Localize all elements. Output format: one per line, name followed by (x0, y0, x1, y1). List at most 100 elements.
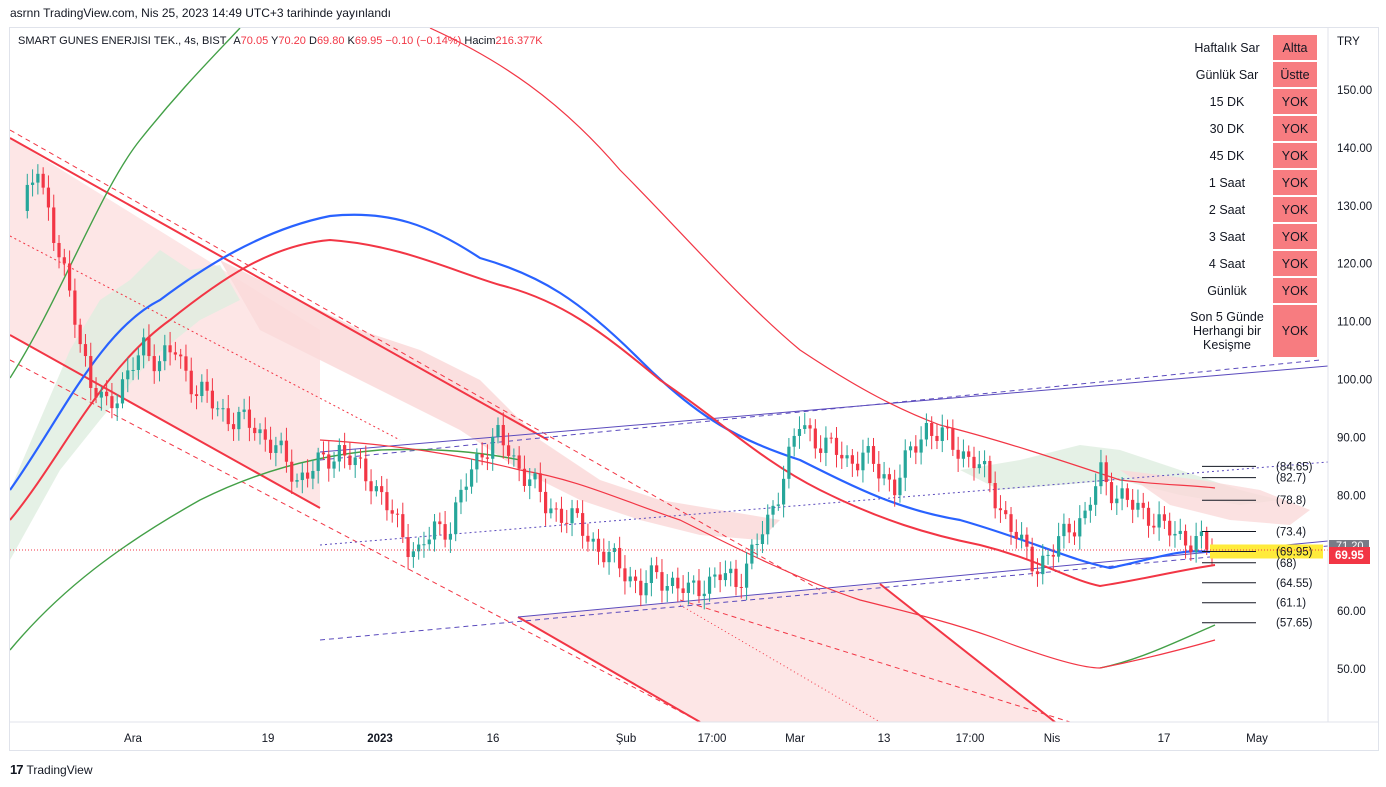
legend-low-label: D (308, 35, 317, 47)
candle-body (469, 469, 474, 487)
y-tick-label: 90.00 (1337, 432, 1366, 444)
level-label: (64.55) (1276, 578, 1313, 590)
signal-status: YOK (1273, 115, 1317, 143)
signal-row: 30 DK YOK (1181, 115, 1317, 143)
candle-body (358, 457, 363, 459)
y-tick-label: 120.00 (1337, 259, 1372, 271)
candle-body (1136, 502, 1140, 510)
candle-body (1157, 514, 1161, 528)
candle-body (787, 446, 791, 479)
tradingview-logo[interactable]: 17 TradingView (10, 762, 93, 777)
candle-body (157, 361, 162, 372)
candle-body (237, 411, 241, 430)
candle-body (1067, 523, 1071, 533)
signal-status: YOK (1273, 196, 1317, 224)
candle-body (30, 182, 35, 185)
projection-red-1 (517, 616, 701, 722)
candle-body (1004, 510, 1008, 515)
candle-body (1189, 545, 1193, 553)
candle-body (506, 445, 511, 456)
candle-body (882, 474, 886, 479)
candle-body (528, 479, 532, 486)
candle-body (739, 586, 743, 588)
candle-body (808, 425, 812, 429)
candle-body (623, 568, 627, 582)
y-tick-label: 110.00 (1337, 317, 1371, 329)
candle-body (279, 440, 283, 446)
x-tick-label: 13 (878, 733, 891, 745)
candle-body (660, 572, 664, 591)
candle-body (126, 370, 130, 380)
candle-body (734, 568, 738, 587)
candle-body (1168, 520, 1172, 536)
candle-body (480, 454, 484, 458)
candle-body (686, 582, 690, 593)
candle-body (998, 508, 1003, 511)
candle-body (295, 480, 299, 482)
legend-close-label: K (347, 35, 355, 47)
signal-status: Altta (1273, 35, 1317, 62)
candle-body (1109, 482, 1114, 504)
candle-body (242, 409, 246, 412)
candle-body (898, 477, 902, 496)
candle-body (988, 460, 992, 484)
y-tick-label: 50.00 (1337, 664, 1366, 676)
candle-body (945, 427, 950, 429)
candle-body (644, 583, 648, 596)
candle-body (1141, 502, 1145, 508)
candle-body (385, 492, 389, 511)
candle-body (586, 535, 590, 542)
level-label: (69.95) (1276, 546, 1313, 558)
candle-body (1115, 498, 1119, 504)
candle-body (628, 576, 632, 582)
candle-body (1088, 504, 1092, 511)
candle-body (68, 263, 72, 291)
level-label: (61.1) (1276, 598, 1306, 610)
candle-body (374, 486, 378, 492)
candle-body (1009, 514, 1013, 532)
candle-body (136, 355, 140, 370)
candle-body (364, 458, 368, 482)
candle-body (189, 370, 193, 395)
signal-name: 45 DK (1181, 142, 1273, 170)
last-price-tag[interactable] (1329, 547, 1370, 564)
signal-row: Günlük Sar Üstte (1181, 61, 1317, 89)
legend-volume-label: Hacim (464, 35, 496, 47)
candle-body (327, 454, 331, 469)
candle-body (501, 424, 505, 446)
candle-body (253, 427, 257, 434)
signal-status: YOK (1273, 304, 1317, 359)
asc-channel-lower (517, 540, 1328, 618)
signal-row: 1 Saat YOK (1181, 169, 1317, 197)
candle-body (919, 439, 923, 453)
publish-info: asrnn TradingView.com, Nis 25, 2023 14:4… (10, 6, 391, 20)
candle-body (544, 491, 548, 514)
candle-body (464, 486, 468, 490)
candle-body (337, 445, 341, 462)
candle-body (856, 463, 860, 471)
candle-body (930, 422, 934, 436)
candle-body (152, 356, 156, 372)
candle-body (565, 522, 569, 524)
desc-channel-lower-dash (10, 359, 701, 722)
candle-body (475, 454, 479, 470)
candle-body (411, 551, 415, 558)
candle-body (62, 257, 66, 264)
cloud-red-area-2 (1120, 470, 1310, 525)
candle-body (866, 446, 870, 453)
x-tick-label: 2023 (367, 733, 393, 745)
candle-body (321, 452, 326, 455)
signal-status: YOK (1273, 250, 1317, 278)
candle-body (89, 356, 93, 388)
candle-body (760, 534, 765, 544)
candle-body (1025, 534, 1029, 547)
candle-body (744, 563, 749, 588)
candle-body (1014, 531, 1018, 539)
x-tick-label: Mar (785, 733, 805, 745)
y-axis-ticks: 50.00 60.00 80.00 90.00 100.00 110.00 120.00 13… (1337, 85, 1372, 676)
signal-row: 4 Saat YOK (1181, 250, 1317, 278)
candle-body (83, 344, 88, 357)
candle-body (41, 173, 45, 188)
candle-body (596, 538, 601, 552)
